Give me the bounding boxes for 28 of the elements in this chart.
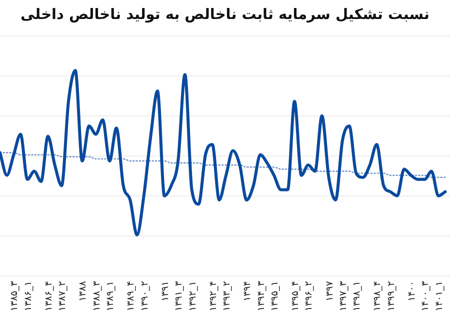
x-tick-label: ۱۳۹۴ <box>242 281 254 302</box>
x-tick-label: ۱۳۹۵_۱ <box>269 281 280 312</box>
x-tick-label: ۱۳۹۲_۴ <box>208 281 219 312</box>
x-tick-label: ۱۳۹۷ <box>324 281 336 302</box>
x-tick-label: ۱۴۰۱_۱ <box>434 281 445 312</box>
x-tick-label: ۱۳۹۸_۱ <box>352 281 363 312</box>
x-tick-label: ۱۳۹۹_۲ <box>386 281 397 312</box>
x-tick-label: ۱۳۹۷_۳ <box>338 281 349 312</box>
x-tick-label: ۱۳۹۵_۴ <box>290 281 302 312</box>
x-tick-label: ۱۴۰۰_۳ <box>420 281 432 312</box>
x-tick-label: ۱۳۸۷_۲ <box>57 281 68 312</box>
x-tick-label: ۱۳۹۳_۲ <box>222 281 233 312</box>
x-tick-label: ۱۳۹۱_۳ <box>174 281 185 312</box>
x-tick-label: ۱۳۹۴_۳ <box>256 281 267 312</box>
x-tick-label: ۱۳۸۸_۳ <box>91 281 102 312</box>
x-tick-label: ۱۳۸۶_۴ <box>43 281 54 312</box>
x-tick-label: ۱۳۸۹_۱ <box>105 281 116 312</box>
x-tick-label: ۱۴۰۰ <box>406 281 418 302</box>
x-tick-label: ۱۳۸۶_۱ <box>22 281 34 312</box>
x-tick-label: ۱۳۸۸ <box>78 281 89 302</box>
x-tick-label: ۱۳۹۲_۱ <box>187 281 198 312</box>
x-tick-label: ۱۳۹۸_۴ <box>372 281 384 312</box>
chart-title: نسبت تشکیل سرمایه ثابت ناخالص به تولید ناخالص داخلی <box>20 7 430 23</box>
x-tick-label: ۱۳۸۹_۴ <box>126 281 137 312</box>
x-tick-label: ۱۳۸۵_۳ <box>9 281 20 312</box>
x-tick-label: ۱۳۹۱ <box>160 281 171 302</box>
x-tick-label: ۱۳۹۰_۲ <box>139 281 150 312</box>
x-tick-label: ۱۳۹۶_۲ <box>304 281 315 312</box>
